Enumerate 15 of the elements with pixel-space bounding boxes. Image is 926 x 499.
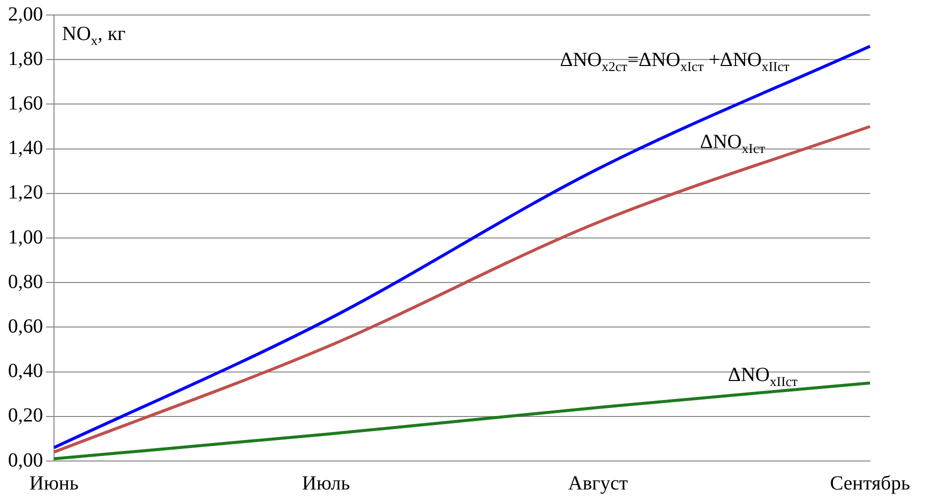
y-tick-label: 1,00	[8, 226, 43, 248]
y-tick-label: 0,40	[8, 360, 43, 382]
y-tick-label: 0,60	[8, 315, 43, 338]
x-tick-label: Сентябрь	[830, 472, 910, 494]
x-tick-label: Июль	[302, 472, 350, 494]
y-tick-label: 0,20	[8, 404, 43, 427]
y-tick-label: 1,40	[8, 137, 43, 160]
x-tick-label: Июнь	[29, 472, 79, 494]
x-tick-label: Август	[568, 472, 628, 494]
y-tick-label: 1,60	[8, 92, 43, 114]
y-tick-label: 2,00	[8, 3, 43, 26]
y-tick-label: 1,20	[8, 182, 43, 204]
y-tick-label: 0,00	[8, 449, 43, 472]
y-tick-label: 0,80	[8, 270, 43, 293]
y-tick-label: 1,80	[8, 48, 43, 70]
